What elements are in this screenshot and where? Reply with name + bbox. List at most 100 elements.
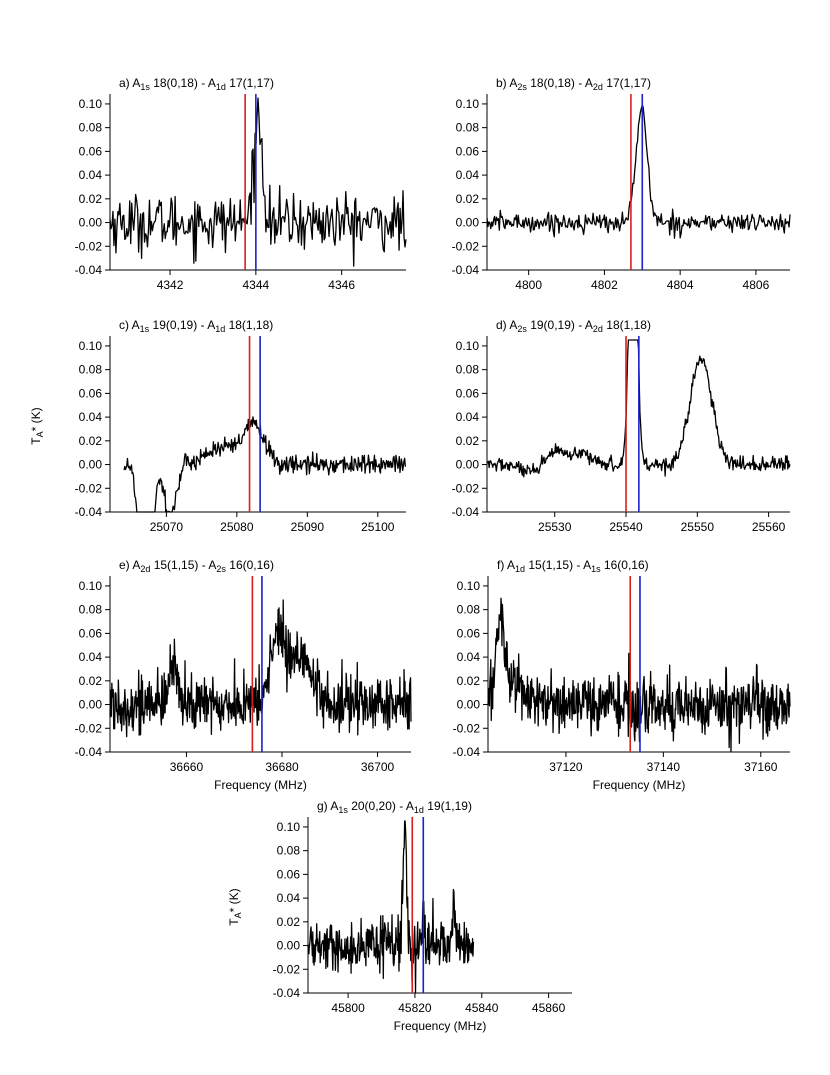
x-tick-label: 37160 [744, 760, 778, 774]
y-tick-label: 0.08 [277, 844, 301, 858]
y-tick-label: 0.10 [457, 579, 481, 593]
x-tick-label: 25100 [361, 520, 395, 534]
y-tick-label: 0.04 [79, 168, 103, 182]
y-tick-label: 0.04 [277, 891, 301, 905]
y-tick-label: 0.10 [456, 97, 480, 111]
y-tick-label: 0.10 [79, 97, 103, 111]
y-tick-label: 0.02 [79, 434, 103, 448]
x-tick-label: 37120 [549, 760, 583, 774]
panel-c: -0.04 -0.02 0.00 0.02 0.04 0.06 0.08 0.10 25070 2… [29, 318, 407, 534]
y-tick-label: -0.04 [273, 986, 301, 1000]
x-tick-label: 4344 [243, 278, 270, 292]
panel-title: a) A1s 18(0,18) - A1d 17(1,17) [119, 76, 274, 92]
panel-title: b) A2s 18(0,18) - A2d 17(1,17) [496, 76, 651, 92]
y-tick-label: -0.04 [452, 505, 480, 519]
y-tick-label: -0.02 [453, 721, 481, 735]
y-tick-label: 0.04 [79, 650, 103, 664]
y-tick-label: 0.02 [79, 674, 103, 688]
y-tick-label: 0.08 [79, 603, 103, 617]
y-tick-label: 0.02 [456, 434, 480, 448]
panel-title: e) A2d 15(1,15) - A2s 16(0,16) [119, 558, 274, 574]
panel-title: f) A1d 15(1,15) - A1s 16(0,16) [497, 558, 649, 574]
y-tick-label: -0.02 [452, 239, 480, 253]
spectrum-trace [487, 597, 791, 753]
y-tick-label: -0.02 [75, 239, 103, 253]
x-tick-label: 25560 [752, 520, 786, 534]
y-tick-label: 0.06 [79, 626, 103, 640]
y-tick-label: 0.00 [456, 458, 480, 472]
spectrum-trace [123, 416, 407, 513]
x-axis-title: Frequency (MHz) [394, 1019, 487, 1033]
y-tick-label: -0.02 [75, 721, 103, 735]
y-tick-label: -0.02 [273, 962, 301, 976]
x-tick-label: 4802 [591, 278, 618, 292]
y-axis-title: TA* (K) [29, 407, 45, 444]
panel-a: -0.04 -0.02 0.00 0.02 0.04 0.06 0.08 0.10 4342 43… [75, 76, 407, 292]
x-tick-label: 36680 [265, 760, 299, 774]
y-tick-label: 0.10 [456, 339, 480, 353]
spectrum-trace [307, 820, 475, 994]
y-tick-label: 0.00 [456, 216, 480, 230]
y-tick-label: -0.02 [75, 481, 103, 495]
y-tick-label: 0.02 [457, 674, 481, 688]
panel-d: -0.04 -0.02 0.00 0.02 0.04 0.06 0.08 0.10 25530 2… [452, 318, 791, 534]
y-tick-label: 0.08 [457, 603, 481, 617]
y-tick-label: 0.08 [79, 121, 103, 135]
y-tick-label: -0.04 [75, 263, 103, 277]
x-tick-label: 25090 [291, 520, 325, 534]
y-tick-label: 0.00 [457, 698, 481, 712]
y-tick-label: 0.06 [456, 386, 480, 400]
y-tick-label: 0.10 [79, 579, 103, 593]
x-tick-label: 4806 [743, 278, 770, 292]
x-tick-label: 4346 [328, 278, 355, 292]
y-tick-label: 0.10 [79, 339, 103, 353]
panel-title: c) A1s 19(0,19) - A1d 18(1,18) [119, 318, 273, 334]
y-tick-label: 0.06 [79, 386, 103, 400]
y-tick-label: 0.02 [456, 192, 480, 206]
x-tick-label: 4804 [667, 278, 694, 292]
y-tick-label: -0.04 [75, 745, 103, 759]
x-tick-label: 25070 [150, 520, 184, 534]
y-tick-label: 0.02 [79, 192, 103, 206]
y-tick-label: 0.04 [79, 410, 103, 424]
panel-b: -0.04 -0.02 0.00 0.02 0.04 0.06 0.08 0.10 4800 48… [452, 76, 791, 292]
y-tick-label: 0.04 [456, 410, 480, 424]
y-tick-label: 0.00 [79, 458, 103, 472]
x-axis-title: Frequency (MHz) [214, 778, 307, 792]
y-tick-label: 0.06 [79, 144, 103, 158]
y-tick-label: 0.08 [456, 363, 480, 377]
y-tick-label: 0.00 [79, 216, 103, 230]
y-tick-label: -0.02 [452, 481, 480, 495]
y-tick-label: 0.08 [79, 363, 103, 377]
y-tick-label: 0.02 [277, 915, 301, 929]
x-axis-title: Frequency (MHz) [593, 778, 686, 792]
y-tick-label: 0.06 [457, 626, 481, 640]
x-tick-label: 4342 [157, 278, 184, 292]
x-tick-label: 45840 [465, 1001, 499, 1015]
y-tick-label: 0.08 [456, 121, 480, 135]
y-tick-label: 0.00 [277, 939, 301, 953]
y-tick-label: -0.04 [453, 745, 481, 759]
panel-title: g) A1s 20(0,20) - A1d 19(1,19) [317, 799, 472, 815]
y-tick-label: -0.04 [452, 263, 480, 277]
x-tick-label: 45860 [532, 1001, 566, 1015]
x-tick-label: 37140 [647, 760, 681, 774]
y-tick-label: 0.06 [277, 867, 301, 881]
y-tick-label: 0.06 [456, 144, 480, 158]
y-axis-title: TA* (K) [227, 888, 243, 925]
x-tick-label: 25540 [609, 520, 643, 534]
x-tick-label: 25080 [220, 520, 254, 534]
panel-e: -0.04 -0.02 0.00 0.02 0.04 0.06 0.08 0.10 36660 3… [75, 558, 412, 792]
x-tick-label: 45820 [398, 1001, 432, 1015]
panel-title: d) A2s 19(0,19) - A2d 18(1,18) [496, 318, 651, 334]
x-tick-label: 36700 [361, 760, 395, 774]
x-tick-label: 4800 [515, 278, 542, 292]
y-tick-label: 0.00 [79, 698, 103, 712]
x-tick-label: 25530 [538, 520, 572, 534]
y-tick-label: 0.04 [456, 168, 480, 182]
x-tick-label: 36660 [170, 760, 204, 774]
spectrum-trace [109, 97, 407, 267]
y-tick-label: -0.04 [75, 505, 103, 519]
y-tick-label: 0.04 [457, 650, 481, 664]
